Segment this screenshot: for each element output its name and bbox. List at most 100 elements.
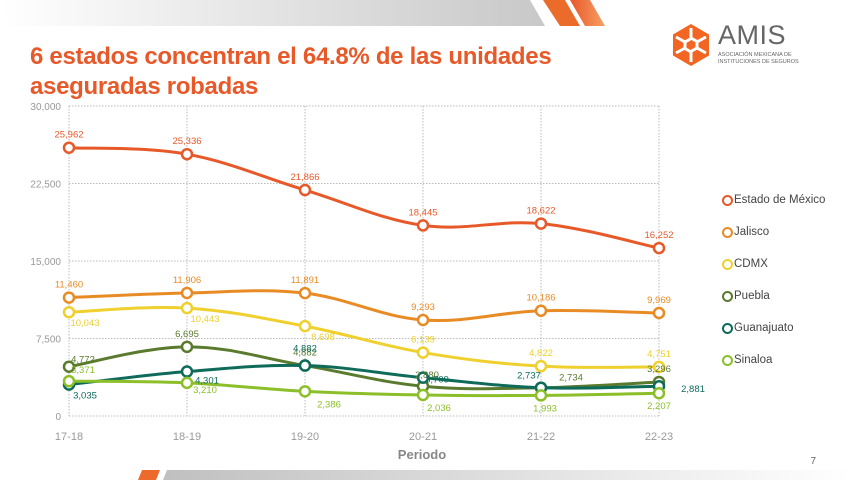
data-label-puebla: 6,695 bbox=[175, 329, 199, 340]
data-label-guanajuato: 4,882 bbox=[293, 344, 317, 355]
data-label-estado-de-m-xico: 18,622 bbox=[526, 206, 555, 217]
data-point-sinaloa bbox=[652, 386, 666, 400]
data-point-cdmx bbox=[534, 359, 548, 373]
legend-label: Puebla bbox=[734, 290, 770, 302]
logo-subtitle: ASOCIACIÓN MEXICANA DE INSTITUCIONES DE … bbox=[718, 52, 818, 66]
y-axis: 0 7,500 15,000 22,500 30,000 bbox=[30, 102, 61, 423]
data-label-jalisco: 9,969 bbox=[647, 295, 671, 306]
legend-marker-icon bbox=[722, 226, 733, 238]
legend-marker-icon bbox=[722, 322, 733, 334]
logo-subtitle-line2: INSTITUCIONES DE SEGUROS bbox=[718, 59, 799, 65]
chart-legend: Estado de México Jalisco CDMX Puebla Guanaju… bbox=[722, 184, 850, 376]
data-point-jalisco bbox=[534, 304, 548, 317]
data-label-jalisco: 11,460 bbox=[55, 280, 83, 291]
x-tick-label: 20-21 bbox=[409, 431, 437, 443]
data-point-estado-de-m-xico bbox=[62, 141, 76, 154]
data-point-puebla bbox=[62, 360, 76, 373]
data-label-jalisco: 11,891 bbox=[291, 275, 319, 286]
data-point-jalisco bbox=[652, 306, 666, 320]
data-point-cdmx bbox=[652, 360, 666, 374]
y-tick-label: 30,000 bbox=[30, 102, 61, 113]
data-label-puebla: 2,734 bbox=[559, 373, 583, 384]
data-point-sinaloa bbox=[180, 376, 194, 390]
legend-item: Puebla bbox=[722, 280, 850, 312]
legend-item: Guanajuato bbox=[722, 312, 850, 344]
amis-logo: AMIS ASOCIACIÓN MEXICANA DE INSTITUCIONE… bbox=[668, 20, 818, 70]
data-point-estado-de-m-xico bbox=[298, 183, 312, 197]
legend-item: Estado de México bbox=[722, 184, 850, 216]
data-label-cdmx: 4,822 bbox=[529, 348, 553, 359]
legend-label: Estado de México bbox=[734, 194, 826, 206]
y-tick-label: 0 bbox=[55, 412, 61, 423]
data-point-estado-de-m-xico bbox=[416, 219, 430, 232]
data-point-sinaloa bbox=[298, 385, 312, 398]
logo-subtitle-line1: ASOCIACIÓN MEXICANA DE bbox=[718, 52, 792, 58]
x-axis: 17-18 18-19 19-20 20-21 21-22 22-23 bbox=[55, 431, 673, 443]
data-label-guanajuato: 4,301 bbox=[195, 376, 219, 387]
data-label-estado-de-m-xico: 25,336 bbox=[172, 136, 201, 147]
data-point-guanajuato bbox=[416, 371, 430, 384]
y-tick-label: 7,500 bbox=[36, 335, 61, 346]
x-tick-label: 22-23 bbox=[645, 431, 673, 443]
legend-marker-icon bbox=[722, 258, 733, 270]
data-label-puebla: 4,882 bbox=[293, 348, 317, 359]
legend-marker-icon bbox=[722, 290, 733, 302]
legend-item: Jalisco bbox=[722, 216, 850, 248]
data-label-sinaloa: 1,993 bbox=[533, 403, 557, 414]
legend-label: Jalisco bbox=[734, 226, 770, 238]
data-label-estado-de-m-xico: 21,866 bbox=[290, 172, 319, 183]
hexagon-pinwheel-logo-icon bbox=[673, 24, 709, 66]
series-line-guanajuato bbox=[68, 363, 660, 390]
data-label-sinaloa: 3,371 bbox=[71, 365, 95, 376]
data-point-guanajuato bbox=[298, 359, 312, 372]
data-label-sinaloa: 2,207 bbox=[647, 401, 671, 412]
data-label-cdmx: 10,443 bbox=[190, 314, 219, 325]
data-point-sinaloa bbox=[62, 374, 76, 388]
data-point-cdmx bbox=[416, 346, 430, 359]
y-tick-label: 22,500 bbox=[30, 180, 61, 191]
data-label-cdmx: 8,698 bbox=[311, 332, 335, 343]
data-point-cdmx bbox=[298, 319, 312, 333]
series-line-cdmx bbox=[68, 305, 660, 370]
legend-item: Sinaloa bbox=[722, 344, 850, 376]
legend-label: Sinaloa bbox=[734, 354, 773, 366]
data-label-cdmx: 10,043 bbox=[70, 318, 99, 329]
y-tick-label: 15,000 bbox=[30, 257, 61, 268]
footer-decoration bbox=[138, 470, 850, 480]
data-label-estado-de-m-xico: 18,445 bbox=[408, 207, 437, 218]
x-tick-label: 17-18 bbox=[55, 431, 83, 443]
data-point-sinaloa bbox=[416, 388, 430, 402]
data-point-jalisco bbox=[416, 313, 430, 327]
data-point-estado-de-m-xico bbox=[180, 147, 194, 161]
logo-name: AMIS bbox=[718, 20, 787, 50]
legend-item: CDMX bbox=[722, 248, 850, 280]
header-decoration bbox=[0, 0, 605, 26]
legend-label: CDMX bbox=[734, 258, 768, 270]
legend-marker-icon bbox=[722, 194, 733, 206]
data-label-cdmx: 6,139 bbox=[411, 335, 435, 346]
data-label-cdmx: 4,751 bbox=[647, 349, 671, 360]
data-label-puebla: 2,880 bbox=[415, 370, 439, 381]
data-point-guanajuato bbox=[180, 365, 194, 378]
slide-title: 6 estados concentran el 64.8% de las uni… bbox=[30, 43, 552, 100]
x-tick-label: 21-22 bbox=[527, 431, 555, 443]
data-label-guanajuato: 3,035 bbox=[73, 391, 97, 402]
x-axis-title: Periodo bbox=[398, 447, 446, 462]
data-label-estado-de-m-xico: 25,962 bbox=[54, 130, 83, 141]
data-point-jalisco bbox=[180, 286, 194, 300]
data-point-cdmx bbox=[62, 305, 76, 319]
legend-marker-icon bbox=[722, 354, 733, 366]
data-label-guanajuato: 2,737 bbox=[517, 371, 541, 382]
data-label-sinaloa: 2,386 bbox=[317, 399, 341, 410]
x-tick-label: 19-20 bbox=[291, 431, 319, 443]
data-label-jalisco: 10,186 bbox=[526, 293, 555, 304]
series-line-jalisco bbox=[68, 289, 660, 323]
data-label-sinaloa: 2,036 bbox=[427, 403, 451, 414]
data-label-guanajuato: 2,881 bbox=[681, 384, 705, 395]
data-labels: 25,962 25,336 21,866 18,445 18,622 16,252 11,4… bbox=[54, 130, 704, 415]
data-point-estado-de-m-xico bbox=[652, 241, 666, 255]
data-point-sinaloa bbox=[534, 389, 548, 402]
data-point-cdmx bbox=[180, 301, 194, 315]
data-label-estado-de-m-xico: 16,252 bbox=[644, 230, 673, 241]
